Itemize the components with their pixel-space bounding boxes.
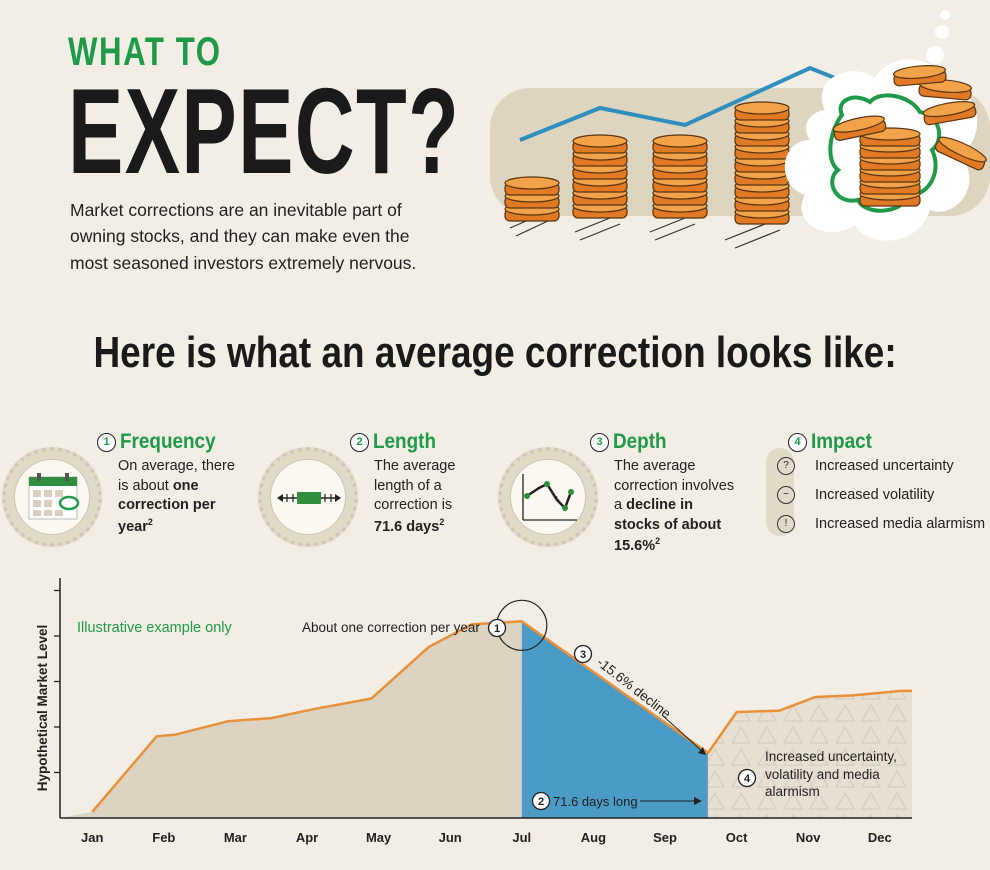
peak-marker-number: 1: [494, 623, 500, 635]
peak-annotation: About one correction per year: [302, 620, 480, 635]
after-annotation-box: Increased uncertainty, volatility and me…: [765, 749, 897, 800]
coin-stacks: [504, 101, 790, 225]
impact-item: ? Increased uncertainty: [777, 451, 985, 480]
x-tick-label: Nov: [796, 830, 821, 845]
length-text: The average length of a correction is 71…: [374, 458, 456, 535]
intro-text: Market corrections are an inevitable par…: [70, 200, 417, 273]
x-tick-label: Oct: [726, 830, 748, 845]
x-tick-label: Feb: [152, 830, 175, 845]
x-tick-label: Mar: [224, 830, 247, 845]
peak-marker-circle: [487, 618, 507, 638]
y-axis-label: Hypothetical Market Level: [35, 625, 50, 792]
coin-top: [504, 176, 560, 190]
flying-coin: [922, 101, 977, 126]
x-tick-label: Jun: [439, 830, 462, 845]
market-correction-chart: Hypothetical Market Level Jan Feb Mar Apr May…: [35, 578, 912, 845]
length-arrow-head: [694, 797, 702, 805]
series-line: [91, 620, 912, 813]
x-tick-label: May: [366, 830, 392, 845]
decline-marker-circle: [573, 644, 593, 664]
impact-item: ~ Increased volatility: [777, 480, 985, 509]
calendar-icon: [28, 473, 80, 520]
coin-top: [938, 136, 987, 163]
illustrative-note: Illustrative example only: [77, 620, 232, 636]
depth-badge: [498, 447, 598, 547]
length-title: 2 Length: [350, 430, 443, 454]
coin-top: [922, 101, 976, 118]
x-tick-label: Jul: [512, 830, 531, 845]
decline-arrow: [661, 714, 704, 753]
x-tick-label: Jan: [81, 830, 103, 845]
cloud-coins: [832, 65, 987, 207]
impact-title: 4 Impact: [788, 430, 879, 454]
area-correction: [521, 621, 708, 818]
after-annotation: Increased uncertainty, volatility and me…: [765, 749, 897, 800]
stack-shadows: [509, 214, 781, 249]
area-before-correction: [60, 621, 522, 818]
after-marker-circle: [737, 768, 757, 788]
flying-coin: [934, 136, 987, 171]
flying-coin: [832, 115, 887, 141]
x-tick-label: Dec: [868, 830, 892, 845]
length-marker-number: 2: [538, 796, 544, 808]
timeline-icon: [277, 492, 341, 504]
after-marker-number: 4: [744, 773, 751, 785]
coin-top: [734, 101, 790, 115]
coin-top: [892, 65, 946, 80]
length-annotation: 71.6 days long: [553, 794, 638, 809]
flying-coin: [892, 65, 947, 87]
x-tick-label: Apr: [296, 830, 318, 845]
frequency-title: 1 Frequency: [97, 430, 226, 454]
decline-marker-number: 3: [580, 649, 586, 661]
length-marker-circle: [531, 791, 551, 811]
x-tick-label: Aug: [581, 830, 606, 845]
depth-title: 3 Depth: [590, 430, 673, 454]
kicker-title: WHAT TO: [68, 30, 222, 74]
area-after-pattern: [707, 690, 912, 818]
coin-top: [832, 115, 885, 133]
length-badge: [258, 447, 358, 547]
question-icon: ?: [777, 456, 795, 475]
decline-arrow-head: [698, 747, 706, 755]
depth-text: The average correction involves a declin…: [614, 458, 735, 555]
wave-icon: ~: [777, 485, 795, 504]
x-tick-label: Sep: [653, 830, 677, 845]
main-title: EXPECT?: [68, 63, 461, 199]
section-headline: Here is what an average correction looks…: [93, 328, 897, 377]
coin-stacks-illustration: [490, 10, 990, 249]
coin-top: [652, 134, 708, 148]
frequency-badge: [2, 447, 102, 547]
frequency-text: On average, there is about one correctio…: [118, 458, 235, 535]
impact-list: ? Increased uncertainty ~ Increased volati…: [777, 451, 985, 538]
coin-top: [572, 134, 628, 148]
warning-icon: !: [777, 514, 795, 533]
line-chart-icon: [522, 474, 577, 521]
impact-item: ! Increased media alarmism: [777, 509, 985, 538]
